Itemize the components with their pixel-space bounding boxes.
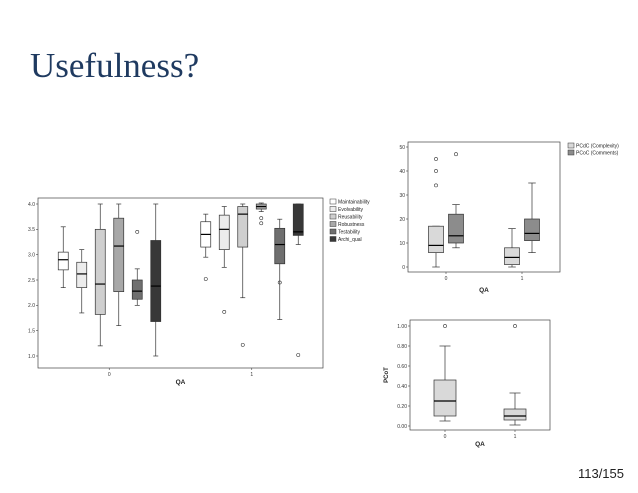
box-series-0 [433,324,457,422]
y-tick-label: 1.00 [397,324,407,330]
y-tick-label: 2.0 [28,303,35,309]
y-tick-label: 30 [399,193,405,199]
y-tick-label: 0.40 [397,384,407,390]
x-tick-label: 1 [514,434,517,440]
plot-frame [409,319,551,431]
y-tick-label: 1.0 [28,354,35,360]
box [428,225,444,253]
box-robustness-0 [113,203,125,326]
box [57,251,69,271]
box-archi-qual-1 [292,203,304,357]
box [503,408,527,421]
y-tick-label: 1.5 [28,328,35,334]
box [292,203,304,236]
boxplot-pcot: 0.00 0.20 0.40 0.60 0.80 1.00 0 1 QA PCoT [384,319,551,448]
box [237,206,249,248]
x-axis-label: QA [479,287,489,294]
y-tick-label: 2.5 [28,278,35,284]
y-tick-label: 4.0 [28,202,35,208]
x-axis-label: QA [475,441,485,448]
box-pcoc-comments--1 [524,182,540,253]
y-tick-label: 20 [399,217,405,223]
outlier-point [434,157,438,161]
slide-title: Usefulness? [30,46,200,85]
box-archi-qual-0 [150,203,162,357]
outlier-point [513,324,517,328]
legend-label: PCdC (Complexity) [576,144,619,150]
x-tick-label: 0 [108,372,111,378]
outlier-point [296,353,301,357]
outlier-point [259,216,264,221]
y-tick-label: 0.80 [397,344,407,350]
box [218,214,230,250]
y-tick-label: 50 [399,145,405,151]
box-maintainability-0 [57,226,69,288]
legend-label: Archi_qual [338,237,362,243]
outlier-point [259,221,264,226]
x-tick-label: 1 [521,276,524,282]
legend-label: Maintainability [338,200,370,206]
y-axis-label: PCoT [384,367,390,383]
box [150,240,162,322]
box-testability-0 [131,229,143,306]
y-tick-label: 3.5 [28,227,35,233]
legend-label: Robustness [338,222,365,228]
box-pcdc-complexity--0 [428,157,444,268]
box-reusability-1 [237,203,249,347]
box-reusability-0 [94,203,106,347]
legend-swatch [567,149,575,156]
box-evolvability-0 [76,249,88,314]
box [504,247,520,265]
box-robustness-1 [255,202,267,226]
box-maintainability-1 [200,213,212,281]
y-tick-label: 3.0 [28,252,35,258]
y-tick-label: 10 [399,241,405,247]
outlier-point [434,169,438,173]
box [433,379,457,417]
y-tick-label: 0.00 [397,424,407,430]
legend-swatch [567,142,575,149]
y-tick-label: 40 [399,169,405,175]
x-tick-label: 0 [444,434,447,440]
box-evolvability-1 [218,206,230,314]
boxplot-complexity-comments: 0 10 20 30 40 50 0 1 QA PCdC (Complexity)PCoC (Co… [399,141,619,294]
outlier-point [434,183,438,188]
box [524,218,540,241]
outlier-point [277,280,282,285]
y-tick-label: 0 [402,265,405,271]
box [113,217,125,293]
legend-swatch [329,236,337,242]
outlier-point [443,324,447,328]
outlier-point [135,229,140,234]
box [274,227,286,265]
outlier-point [454,152,458,157]
y-tick-label: 0.60 [397,364,407,370]
legend-swatch [329,213,337,220]
legend-swatch [329,198,337,205]
legend-label: Evolvability [338,207,364,213]
y-tick-label: 0.20 [397,404,407,410]
box-testability-1 [274,218,286,320]
outlier-point [222,310,227,314]
box-series-1 [503,324,527,426]
box-pcdc-complexity--1 [504,228,520,268]
box [448,213,464,244]
x-tick-label: 1 [250,372,253,378]
legend-label: PCoC (Comments) [576,151,619,157]
x-axis-label: QA [176,379,186,386]
legend-swatch [329,221,337,227]
page-number: 113/155 [577,466,624,481]
legend-swatch [329,206,337,212]
box [131,279,143,300]
legend-label: Testability [338,230,360,236]
outlier-point [240,342,245,347]
legend-label: Reusability [338,215,363,221]
box-pcoc-comments--0 [448,152,464,249]
outlier-point [203,277,208,281]
legend-swatch [329,228,337,235]
box [94,228,106,315]
boxplot-quality-attributes: 1.0 1.5 2.0 2.5 3.0 3.5 4.0 0 1 QA Maintainability… [28,197,370,386]
box [76,261,88,288]
x-tick-label: 0 [445,276,448,282]
